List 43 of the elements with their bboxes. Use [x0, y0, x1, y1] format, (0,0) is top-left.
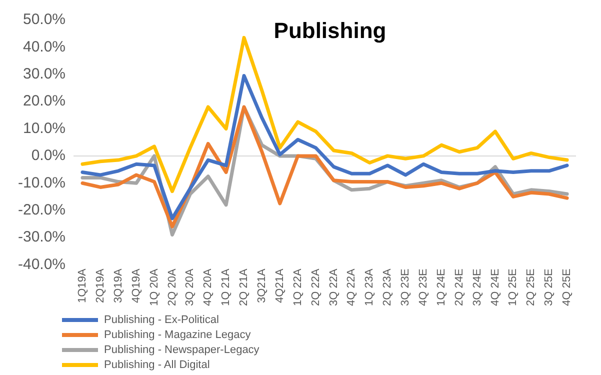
x-tick-label: 1Q 20A	[148, 268, 160, 306]
x-tick-label: 3Q21A	[256, 268, 268, 303]
x-tick-label: 3Q 23E	[400, 268, 412, 306]
y-tick-label: -30.0%	[18, 228, 66, 246]
x-tick-label: 4Q19A	[130, 268, 142, 303]
x-tick-label: 1Q 24E	[435, 268, 448, 306]
x-tick-label: 3Q 24E	[471, 268, 484, 306]
x-tick-label: 1Q 23A	[364, 268, 376, 306]
x-tick-label: 3Q 20A	[184, 268, 196, 306]
x-tick-label: 3Q 22A	[328, 268, 340, 306]
x-tick-label: 1Q 21A	[220, 268, 232, 306]
x-tick-label: 4Q 20A	[202, 268, 214, 306]
y-tick-label: 0.0%	[31, 147, 66, 164]
y-tick-label: 50.0%	[22, 11, 66, 28]
x-tick-label: 1Q 22A	[292, 268, 304, 306]
y-tick-label: 30.0%	[22, 66, 66, 83]
legend-label: Publishing - Newspaper-Legacy	[104, 344, 260, 356]
x-tick-label: 2Q 22A	[310, 268, 322, 306]
legend-label: Publishing - Magazine Legacy	[104, 328, 251, 340]
y-tick-label: -40.0%	[18, 256, 66, 273]
legend-label: Publishing - All Digital	[104, 358, 210, 370]
y-tick-label: 10.0%	[22, 120, 66, 137]
x-tick-label: 2Q 24E	[453, 268, 466, 306]
x-tick-label: 4Q 23E	[417, 268, 430, 306]
y-tick-label: 40.0%	[22, 38, 66, 56]
chart-title: Publishing	[274, 18, 386, 43]
x-tick-label: 1Q19A	[76, 268, 89, 303]
x-tick-label: 3Q19A	[112, 268, 124, 303]
x-tick-label: 4Q 24E	[489, 268, 502, 306]
x-tick-label: 3Q 25E	[543, 268, 556, 306]
x-tick-label: 2Q 23A	[382, 268, 394, 306]
x-tick-label: 1Q 25E	[507, 268, 520, 306]
y-tick-label: -10.0%	[18, 174, 66, 192]
x-tick-label: 2Q 25E	[525, 268, 538, 306]
x-tick-label: 4Q 25E	[561, 268, 574, 306]
x-tick-label: 2Q 21A	[238, 268, 250, 306]
x-tick-label: 4Q 22A	[346, 268, 358, 306]
y-tick-label: -20.0%	[18, 201, 66, 218]
x-tick-label: 2Q 20A	[166, 268, 178, 306]
y-tick-label: 20.0%	[22, 92, 66, 110]
x-tick-label: 2Q19A	[94, 268, 106, 303]
x-tick-label: 4Q21A	[274, 268, 286, 303]
legend-label: Publishing - Ex-Political	[104, 314, 219, 326]
